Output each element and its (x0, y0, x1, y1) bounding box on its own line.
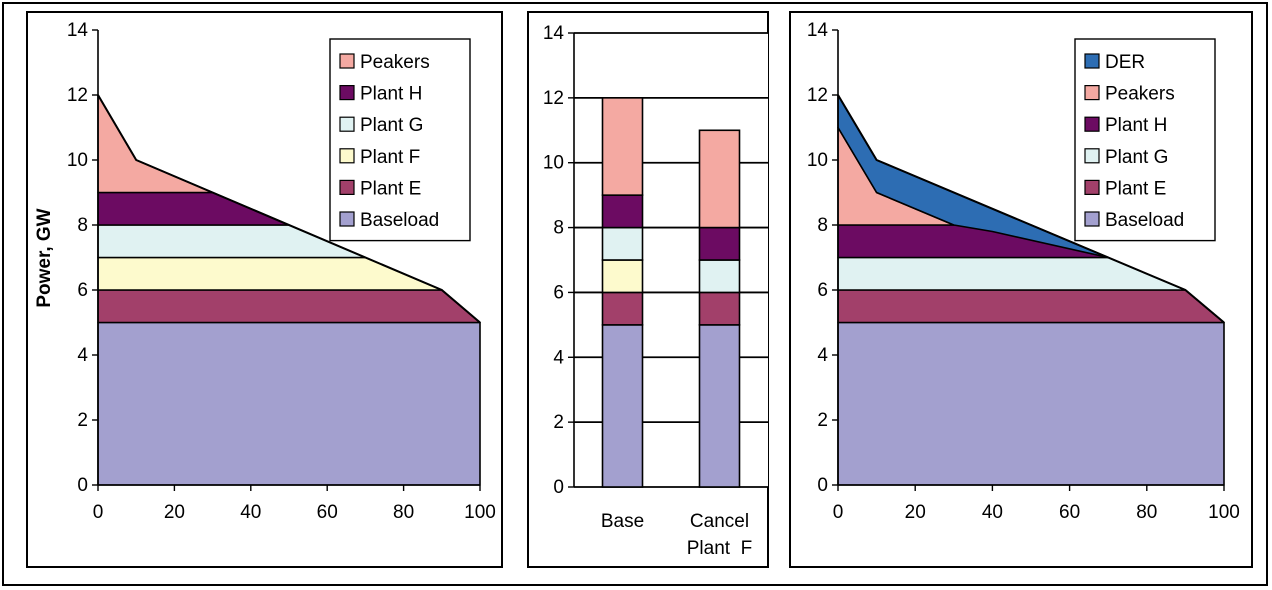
chart-left-y-tick-label: 10 (67, 150, 88, 171)
chart-right: 0 2 4 6 8 10 12 14 0 20 40 60 80 100 DER Peakers Plant H… (807, 20, 1240, 523)
chart-right-legend-label: Plant E (1105, 178, 1166, 199)
chart-middle-bar-plant-f (601, 259, 644, 294)
chart-right-legend-label: DER (1105, 52, 1145, 73)
chart-right-x-tick-label: 0 (833, 502, 844, 523)
chart-middle-bar-peakers (601, 97, 644, 196)
chart-middle-bar-plant-h (698, 226, 741, 261)
chart-left-y-tick-label: 12 (67, 85, 88, 106)
chart-right-legend-label: Peakers (1105, 84, 1175, 105)
chart-right-x-tick-label: 80 (1136, 502, 1157, 523)
chart-left-legend-swatch (339, 53, 355, 69)
chart-left-legend-swatch (339, 84, 355, 101)
chart-left-load-curve (97, 94, 481, 324)
chart-middle-bar-baseload (601, 324, 644, 488)
chart-left-legend-swatch (339, 148, 355, 164)
chart-left-legend-swatch (339, 116, 355, 132)
chart-right-x-tick-label: 100 (1208, 502, 1240, 523)
chart-middle-y-tick-label: 10 (543, 153, 564, 174)
chart-left-x-tick-label: 60 (317, 502, 338, 523)
chart-middle-category-label: Cancel (690, 511, 749, 532)
chart-middle: 0 2 4 6 8 10 12 14 Base Cancel Plant F (543, 23, 768, 559)
chart-middle-category-label: Plant F (687, 538, 752, 559)
chart-middle-bar-plant-e (601, 291, 644, 326)
chart-right-load-curve (837, 94, 1225, 324)
chart-middle-y-tick-label: 2 (553, 412, 564, 433)
chart-left-x-tick-label: 100 (464, 502, 496, 523)
chart-left-x-tick-label: 0 (93, 502, 104, 523)
chart-left-y-tick-label: 2 (77, 410, 88, 431)
chart-left-legend-label: Peakers (360, 52, 430, 73)
chart-right-y-tick-label: 0 (817, 475, 828, 496)
chart-right-legend: DER Peakers Plant H Plant G Plant E Baseload (1074, 38, 1216, 242)
chart-right-y-tick-label: 8 (817, 215, 828, 236)
chart-middle-y-tick-label: 8 (553, 218, 564, 239)
chart-left-legend: Peakers Plant H Plant G Plant F Plant E Basel… (329, 38, 471, 242)
chart-left-legend-label: Baseload (360, 210, 439, 231)
chart-right-area-baseload (837, 321, 1225, 486)
chart-right-legend-swatch (1084, 53, 1100, 69)
chart-middle-bar-plant-h (601, 194, 644, 229)
chart-middle-y-tick-label: 14 (543, 23, 565, 44)
chart-right-legend-label: Plant H (1105, 115, 1167, 136)
chart-right-x-tick-label: 40 (982, 502, 1003, 523)
chart-left-y-tick-label: 8 (77, 215, 88, 236)
chart-middle-bar-plant-g (601, 226, 644, 261)
chart-left-x-tick-label: 80 (393, 502, 414, 523)
chart-right-x-tick-label: 20 (905, 502, 926, 523)
chart-left: 0 2 4 6 8 10 12 14 0 20 40 60 80 100 Peakers Plant H Pla… (67, 20, 496, 523)
chart-left-y-tick-label: 6 (77, 280, 88, 301)
chart-middle-category-label: Base (601, 511, 644, 532)
chart-right-area-plant-e (837, 289, 1225, 324)
chart-middle-y-tick-label: 6 (553, 282, 564, 303)
chart-middle-y-tick-label: 4 (553, 347, 564, 368)
chart-left-legend-label: Plant E (360, 178, 421, 199)
chart-right-y-tick-label: 12 (807, 85, 828, 106)
y-axis-label: Power, GW (34, 208, 55, 307)
chart-left-area-baseload (97, 321, 481, 486)
chart-left-legend-label: Plant G (360, 115, 423, 136)
chart-left-legend-swatch (339, 179, 355, 195)
chart-middle-y-tick-label: 12 (543, 88, 564, 109)
chart-left-y-tick-label: 14 (67, 20, 89, 41)
chart-middle-y-tick-label: 0 (553, 477, 564, 498)
chart-right-legend-frame (1074, 38, 1216, 242)
chart-left-legend-frame (329, 38, 471, 242)
chart-left-legend-swatch (339, 211, 355, 227)
chart-right-legend-label: Baseload (1105, 210, 1184, 231)
chart-right-y-tick-label: 6 (817, 280, 828, 301)
panel-frame-left (26, 11, 503, 568)
chart-left-area-plant-e (97, 289, 481, 324)
chart-left-legend-label: Plant H (360, 84, 422, 105)
chart-right-y-tick-label: 10 (807, 150, 828, 171)
chart-right-legend-swatch (1084, 179, 1100, 195)
chart-middle-bar-baseload (698, 324, 741, 488)
chart-right-x-tick-label: 60 (1059, 502, 1080, 523)
chart-right-legend-swatch (1084, 148, 1100, 164)
chart-right-y-tick-label: 14 (807, 20, 829, 41)
chart-right-legend-swatch (1084, 116, 1100, 132)
chart-right-legend-label: Plant G (1105, 147, 1168, 168)
panel-frame-right (789, 11, 1253, 568)
chart-middle-bar-plant-e (698, 291, 741, 326)
chart-right-legend-swatch (1084, 84, 1100, 101)
chart-right-legend-swatch (1084, 211, 1100, 227)
chart-left-x-tick-label: 20 (164, 502, 185, 523)
chart-middle-bar-plant-g (698, 259, 741, 294)
chart-left-x-tick-label: 40 (240, 502, 261, 523)
chart-left-y-tick-label: 4 (77, 345, 88, 366)
chart-middle-bar-peakers (698, 129, 741, 229)
chart-right-y-tick-label: 4 (817, 345, 828, 366)
chart-left-legend-label: Plant F (360, 147, 420, 168)
chart-left-y-tick-label: 0 (77, 475, 88, 496)
chart-right-y-tick-label: 2 (817, 410, 828, 431)
